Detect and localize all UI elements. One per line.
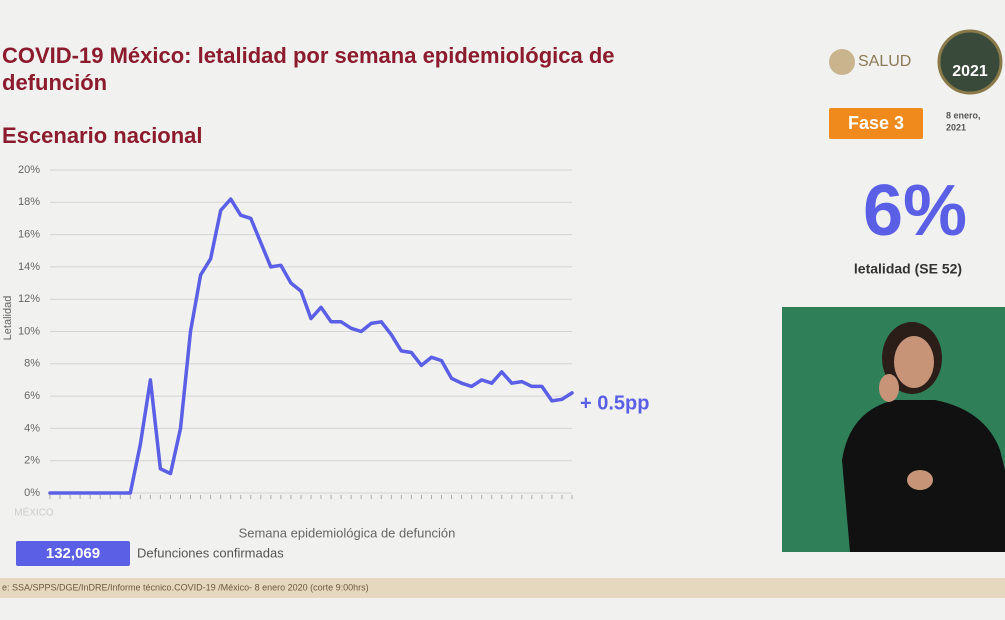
badge-text: 2021: [952, 63, 988, 80]
kpi-label: letalidad (SE 52): [854, 261, 962, 277]
hand: [907, 470, 933, 490]
title-line: COVID-19 México: letalidad por semana ep…: [2, 43, 615, 68]
count: 132,069: [46, 545, 100, 562]
badge-circle: [937, 29, 1003, 95]
title-line: defunción: [2, 70, 107, 95]
phase: Fase 3: [848, 113, 904, 133]
y-tick-label: 18%: [18, 196, 40, 208]
y-tick-label: 20%: [18, 164, 40, 176]
logo-icon: [829, 49, 855, 75]
footer-band: [0, 578, 1005, 598]
face: [894, 336, 934, 388]
y-tick-label: 12%: [18, 293, 40, 305]
brand: MÉXICO: [14, 506, 54, 519]
kpi-value: 6%: [863, 171, 967, 251]
y-tick-label: 14%: [18, 261, 40, 273]
hand: [879, 374, 899, 402]
date: 2021: [946, 122, 966, 132]
y-tick-label: 6%: [24, 390, 40, 402]
y-tick-label: 8%: [24, 358, 40, 370]
logo-text: SALUD: [858, 53, 911, 70]
y-axis-label: Letalidad: [2, 296, 14, 341]
y-tick-label: 16%: [18, 229, 40, 241]
subtitle: Escenario nacional: [2, 123, 203, 148]
date: 8 enero,: [946, 110, 981, 120]
y-tick-label: 10%: [18, 325, 40, 337]
y-tick-label: 2%: [24, 455, 40, 467]
line: [48, 197, 574, 495]
x-axis-label: Semana epidemiológica de defunción: [239, 525, 456, 540]
y-tick-label: 0%: [24, 487, 40, 499]
annotation: + 0.5pp: [580, 392, 649, 414]
y-tick-label: 4%: [24, 422, 40, 434]
source: e: SSA/SPPS/DGE/InDRE/Informe técnico.CO…: [2, 582, 369, 592]
count-box: [16, 541, 130, 566]
phase-box: [829, 108, 923, 139]
count-label: Defunciones confirmadas: [137, 545, 284, 560]
